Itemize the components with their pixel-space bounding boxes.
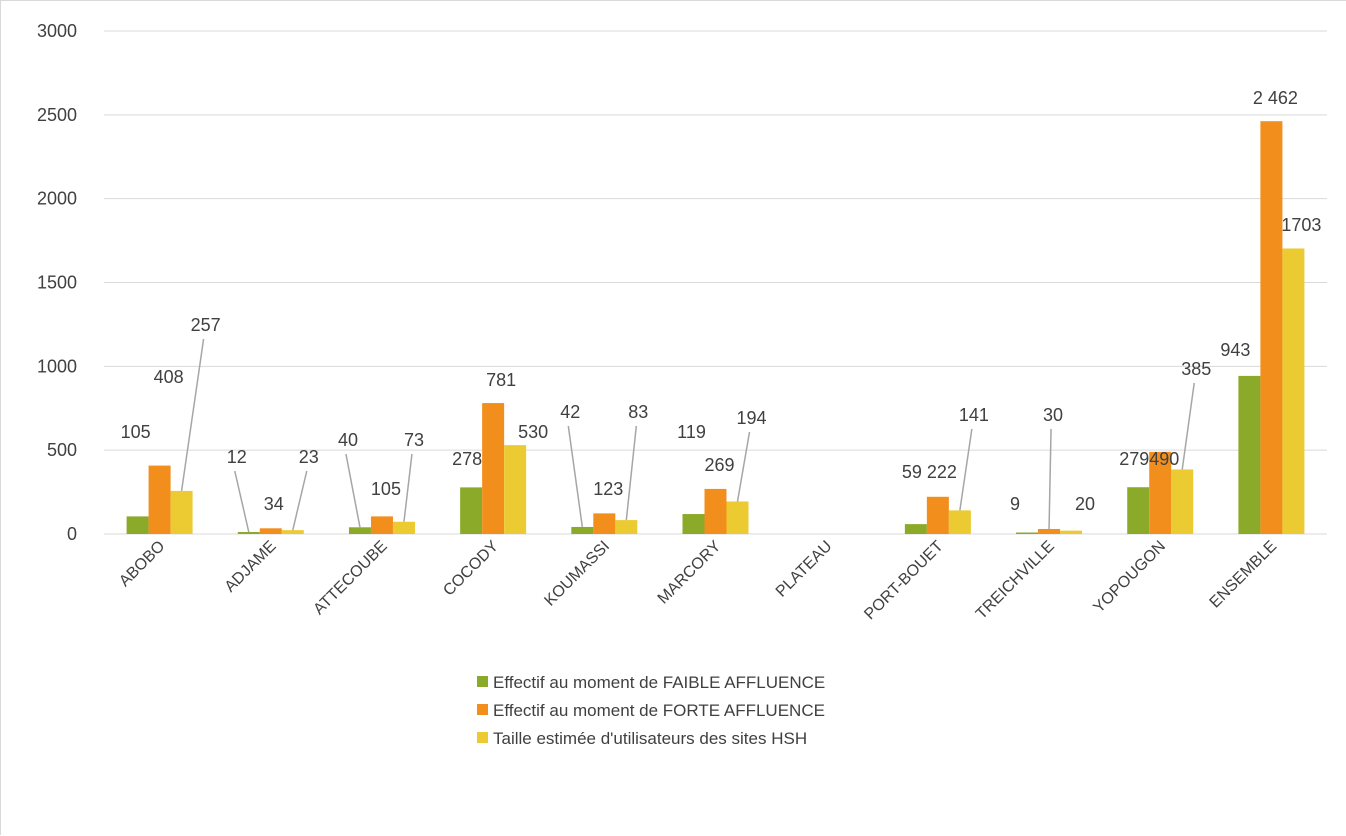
data-label: 59: [902, 462, 922, 482]
bar: [170, 490, 193, 534]
leader-line: [234, 470, 250, 533]
legend-label: Effectif au moment de FORTE AFFLUENCE: [493, 701, 825, 720]
leader-line: [403, 453, 413, 522]
category-label: ATTECOUBE: [310, 538, 390, 618]
bar: [482, 403, 505, 534]
data-label: 2 462: [1253, 88, 1298, 108]
bar: [704, 488, 727, 534]
bar: [1149, 451, 1172, 534]
data-label: 23: [299, 447, 319, 467]
category-label: ENSEMBLE: [1207, 538, 1281, 612]
data-label: 83: [628, 402, 648, 422]
data-label: 194: [736, 408, 766, 428]
bar: [1060, 530, 1083, 534]
leader-line: [292, 470, 308, 531]
bar: [571, 526, 594, 534]
bar: [904, 524, 927, 534]
category-label: MARCORY: [655, 538, 725, 608]
data-label: 943: [1220, 340, 1250, 360]
bar: [392, 521, 415, 534]
data-label: 385: [1181, 359, 1211, 379]
data-label: 40: [338, 430, 358, 450]
category-label: ADJAME: [222, 538, 280, 596]
legend-swatch: [477, 704, 488, 715]
bar: [259, 528, 282, 534]
leader-line: [1181, 382, 1195, 470]
bar: [1038, 528, 1061, 534]
data-label: 105: [121, 422, 151, 442]
data-label: 141: [959, 405, 989, 425]
bar: [948, 510, 971, 534]
data-label: 9: [1010, 494, 1020, 514]
bar: [504, 445, 527, 534]
y-tick-label: 1500: [37, 273, 77, 293]
category-label: COCODY: [440, 538, 502, 600]
bar: [726, 501, 749, 534]
data-label: 34: [264, 494, 284, 514]
legend-label: Taille estimée d'utilisateurs des sites …: [493, 729, 807, 748]
bar: [682, 514, 705, 534]
data-label: 73: [404, 430, 424, 450]
leader-line: [625, 425, 638, 521]
category-label: KOUMASSI: [541, 538, 613, 610]
bar: [148, 465, 171, 534]
bar: [1238, 375, 1261, 534]
category-label: TREICHVILLE: [973, 538, 1058, 623]
bar: [615, 520, 638, 534]
y-tick-label: 0: [67, 524, 77, 544]
data-label: 12: [227, 447, 247, 467]
data-label: 1703: [1281, 215, 1321, 235]
data-label: 530: [518, 422, 548, 442]
bar: [1282, 248, 1305, 534]
data-label: 781: [486, 370, 516, 390]
bar: [1260, 121, 1283, 535]
data-label: 408: [154, 367, 184, 387]
bar: [926, 496, 949, 534]
category-label: YOPOUGON: [1090, 538, 1169, 617]
category-label: ABOBO: [116, 538, 168, 590]
leader-line: [567, 425, 584, 528]
bar: [348, 527, 371, 534]
leader-line: [345, 453, 361, 528]
data-label: 222: [927, 462, 957, 482]
legend-swatch: [477, 676, 488, 687]
y-tick-label: 2000: [37, 189, 77, 209]
leader-line: [1048, 428, 1052, 529]
data-label: 257: [191, 315, 221, 335]
category-label: PLATEAU: [773, 538, 836, 601]
data-label: 119: [677, 422, 706, 442]
bar: [1016, 532, 1039, 534]
bar: [1171, 469, 1194, 534]
legend-label: Effectif au moment de FAIBLE AFFLUENCE: [493, 673, 825, 692]
data-label: 42: [560, 402, 580, 422]
data-label: 123: [593, 479, 623, 499]
y-tick-label: 2500: [37, 105, 77, 125]
leader-line: [180, 338, 205, 492]
y-tick-label: 1000: [37, 356, 77, 376]
data-label: 105: [371, 479, 401, 499]
leader-line: [959, 428, 973, 511]
data-label: 269: [704, 455, 734, 475]
bar: [460, 487, 483, 534]
bar: [281, 530, 304, 534]
bar: [1127, 487, 1150, 534]
legend-swatch: [477, 732, 488, 743]
bar: [593, 513, 616, 534]
data-label: 278: [452, 449, 482, 469]
data-label: 490: [1149, 449, 1179, 469]
leader-line: [736, 431, 751, 502]
bar: [126, 516, 149, 534]
data-label: 279: [1119, 449, 1149, 469]
bar: [370, 516, 393, 534]
bar: [237, 531, 260, 534]
category-label: PORT-BOUET: [861, 538, 947, 624]
data-label: 20: [1075, 494, 1095, 514]
y-tick-label: 3000: [37, 21, 77, 41]
y-tick-label: 500: [47, 440, 77, 460]
data-label: 30: [1043, 405, 1063, 425]
